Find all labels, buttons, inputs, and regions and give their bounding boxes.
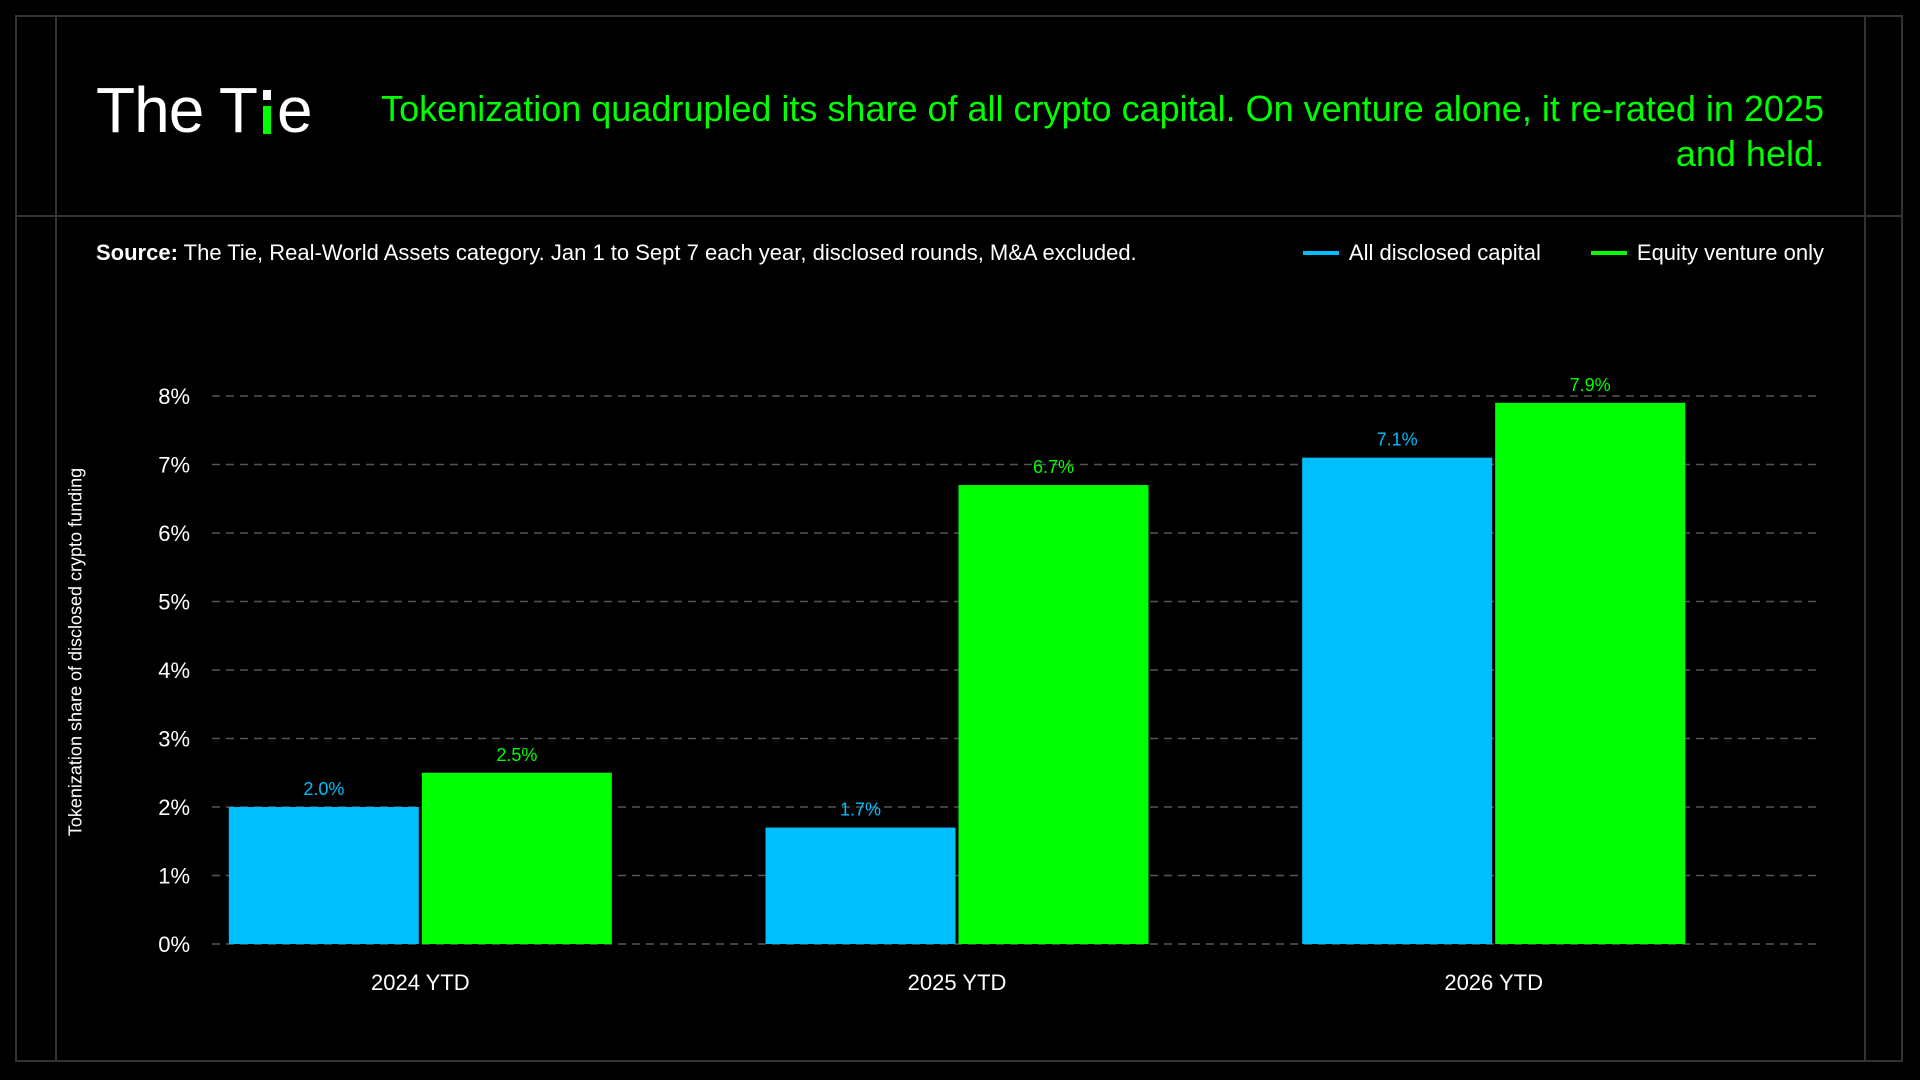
y-tick-label: 8%: [158, 384, 190, 409]
bar-equity-venture: [958, 485, 1149, 944]
data-label: 2.0%: [303, 779, 344, 799]
data-label: 2.5%: [496, 745, 537, 765]
frame-right-rule: [1864, 15, 1866, 1062]
data-label: 1.7%: [840, 800, 881, 820]
logo-mark-icon: [259, 86, 275, 134]
x-tick-label: 2025 YTD: [908, 970, 1007, 995]
data-label: 7.1%: [1377, 430, 1418, 450]
bar-equity-venture: [421, 772, 612, 944]
y-tick-label: 3%: [158, 727, 190, 752]
bar-all-capital: [228, 807, 419, 944]
source-text: The Tie, Real-World Assets category. Jan…: [183, 240, 1137, 265]
bar-all-capital: [1302, 457, 1493, 944]
y-tick-label: 0%: [158, 932, 190, 957]
legend-swatch-equity-venture: [1590, 251, 1627, 255]
x-tick-label: 2024 YTD: [371, 970, 470, 995]
headline: Tokenization quadrupled its share of all…: [381, 88, 1824, 174]
y-tick-label: 5%: [158, 590, 190, 615]
chart-legend: All disclosed capital Equity venture onl…: [1302, 240, 1824, 266]
legend-item-equity-venture: Equity venture only: [1590, 240, 1824, 266]
legend-label-all-capital: All disclosed capital: [1348, 240, 1541, 265]
source-label: Source:: [96, 240, 178, 265]
data-label: 6.7%: [1033, 457, 1074, 477]
y-tick-label: 6%: [158, 521, 190, 546]
data-label: 7.9%: [1570, 375, 1611, 395]
source-note: Source: The Tie, Real-World Assets categ…: [96, 240, 1137, 266]
bar-equity-venture: [1495, 402, 1686, 945]
x-tick-label: 2026 YTD: [1444, 970, 1543, 995]
outer-frame: [15, 15, 1903, 1062]
frame-left-rule: [55, 15, 57, 1062]
y-tick-label: 7%: [158, 453, 190, 478]
legend-swatch-all-capital: [1302, 251, 1339, 255]
logo-suffix: e: [277, 74, 313, 146]
y-tick-label: 2%: [158, 795, 190, 820]
legend-item-all-capital: All disclosed capital: [1302, 240, 1541, 266]
legend-label-equity-venture: Equity venture only: [1636, 240, 1824, 265]
y-tick-label: 4%: [158, 658, 190, 683]
bar-all-capital: [765, 827, 956, 944]
header-divider: [15, 215, 1903, 217]
y-tick-label: 1%: [158, 864, 190, 889]
logo-prefix: The T: [96, 74, 258, 146]
